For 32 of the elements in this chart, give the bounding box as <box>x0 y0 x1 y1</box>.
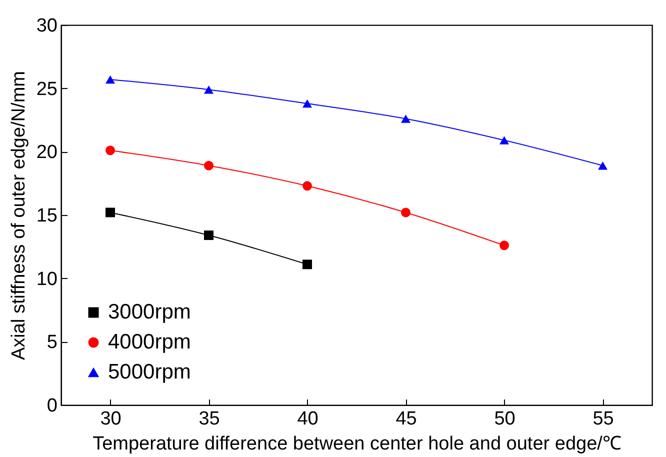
x-tick-label: 35 <box>198 408 220 430</box>
point <box>401 208 410 218</box>
point <box>204 160 214 170</box>
point <box>598 161 608 170</box>
point <box>302 181 312 191</box>
x-tick-label: 30 <box>100 408 122 430</box>
point <box>401 114 410 123</box>
y-tick-label: 25 <box>36 78 58 100</box>
legend-label: 3000rpm <box>108 300 191 324</box>
y-tick-label: 5 <box>46 332 58 354</box>
legend-label: 4000rpm <box>108 330 191 354</box>
point <box>204 230 214 240</box>
point <box>204 85 214 94</box>
y-tick-label: 15 <box>36 206 58 226</box>
point <box>106 208 115 218</box>
x-tick-label: 40 <box>297 408 318 430</box>
y-tick-label: 10 <box>36 268 58 290</box>
y-axis-title: Axial stiffness of outer edge/N/mm <box>8 71 30 360</box>
y-tick-label: 20 <box>36 142 58 164</box>
x-tick-label: 55 <box>592 408 614 430</box>
point <box>500 136 509 144</box>
point <box>302 260 312 270</box>
point <box>302 99 312 108</box>
x-tick-label: 50 <box>494 408 516 430</box>
point <box>500 240 509 250</box>
x-axis-title: Temperature difference between center hole and outer edge/℃ <box>92 434 622 454</box>
point <box>106 75 115 84</box>
x-tick-label: 45 <box>396 408 417 430</box>
legend-label: 5000rpm <box>108 360 191 384</box>
y-tick-label: 0 <box>46 396 58 416</box>
point <box>106 146 115 156</box>
y-tick-label: 30 <box>36 16 58 36</box>
